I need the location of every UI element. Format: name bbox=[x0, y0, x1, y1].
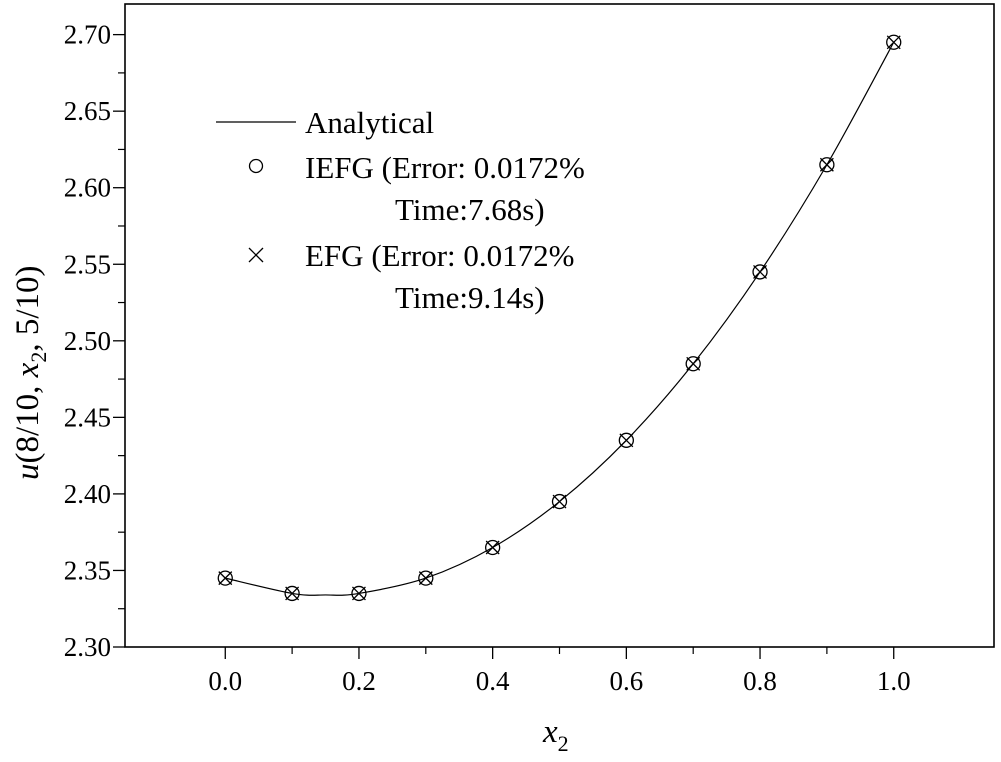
efg-point bbox=[886, 35, 901, 50]
iefg-point bbox=[685, 356, 701, 372]
y-axis-open: (8/10, bbox=[10, 377, 46, 463]
y-tick-label: 2.45 bbox=[64, 402, 111, 432]
y-tick-label: 2.35 bbox=[64, 555, 111, 585]
x-axis-title: x2 bbox=[542, 714, 569, 756]
efg-point bbox=[753, 264, 767, 279]
data-markers bbox=[217, 34, 902, 602]
x-tick-label: 0.2 bbox=[342, 666, 376, 696]
legend: Analytical IEFG (Error: 0.0172% Time:7.6… bbox=[216, 105, 585, 315]
efg-point bbox=[686, 356, 701, 371]
efg-point bbox=[352, 586, 366, 601]
iefg-point bbox=[551, 493, 568, 510]
iefg-point bbox=[752, 264, 768, 280]
tick-labels: 0.0 0.2 0.4 0.6 0.8 1.0 2.30 2.35 2.40 2.45 2.50 2.… bbox=[64, 20, 911, 696]
legend-label-efg-line2: Time:9.14s) bbox=[395, 280, 545, 315]
y-axis-close: , 5/10) bbox=[10, 266, 46, 352]
x-tick-label: 1.0 bbox=[877, 666, 911, 696]
axis-ticks bbox=[113, 33, 895, 659]
legend-circle-icon bbox=[248, 158, 264, 174]
efg-point bbox=[418, 571, 433, 586]
efg-point bbox=[619, 433, 634, 448]
y-axis-sub: 2 bbox=[26, 352, 51, 363]
iefg-point bbox=[819, 157, 835, 173]
x-tick-label: 0.4 bbox=[476, 666, 510, 696]
iefg-point bbox=[351, 585, 367, 602]
y-tick-label: 2.60 bbox=[64, 173, 111, 203]
efg-point bbox=[218, 571, 233, 586]
y-tick-label: 2.70 bbox=[64, 20, 111, 50]
efg-point bbox=[552, 494, 567, 509]
y-axis-fn: u bbox=[10, 464, 46, 481]
y-tick-label: 2.50 bbox=[64, 326, 111, 356]
iefg-point bbox=[618, 432, 634, 448]
iefg-point bbox=[418, 570, 434, 586]
x-tick-label: 0.0 bbox=[208, 666, 242, 696]
y-tick-label: 2.40 bbox=[64, 479, 111, 509]
legend-label-iefg-line2: Time:7.68s) bbox=[395, 192, 545, 227]
x-axis-sub: 2 bbox=[558, 731, 569, 756]
y-axis-title: u(8/10, x2, 5/10) bbox=[10, 266, 51, 481]
legend-label-iefg-line1: IEFG (Error: 0.0172% bbox=[305, 150, 585, 185]
legend-label-efg-line1: EFG (Error: 0.0172% bbox=[305, 238, 574, 273]
x-tick-label: 0.6 bbox=[609, 666, 643, 696]
iefg-point bbox=[886, 34, 902, 50]
legend-label-analytical: Analytical bbox=[305, 105, 434, 140]
y-tick-label: 2.30 bbox=[64, 632, 111, 662]
iefg-point bbox=[217, 570, 233, 586]
y-tick-label: 2.55 bbox=[64, 249, 111, 279]
iefg-point bbox=[485, 539, 501, 556]
y-tick-label: 2.65 bbox=[64, 96, 111, 126]
plot-frame bbox=[124, 3, 995, 648]
efg-point bbox=[485, 540, 500, 555]
x-tick-label: 0.8 bbox=[743, 666, 777, 696]
legend-cross-icon bbox=[248, 247, 264, 263]
efg-point bbox=[285, 586, 300, 601]
iefg-point bbox=[284, 585, 300, 602]
efg-point bbox=[819, 157, 834, 172]
y-axis-var: x bbox=[10, 362, 46, 378]
x-axis-var: x bbox=[542, 714, 558, 750]
